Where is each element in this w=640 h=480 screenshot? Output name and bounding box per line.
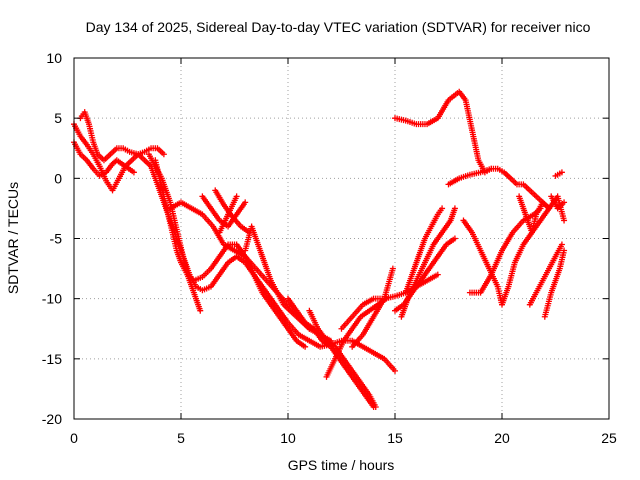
axis-ticks	[73, 57, 610, 420]
data-point	[392, 367, 398, 374]
data-series-arc-17	[398, 205, 458, 320]
data-point	[197, 307, 204, 314]
x-tick-label: 0	[70, 430, 78, 446]
data-series-arc-25	[541, 247, 568, 320]
data-point	[561, 217, 568, 224]
x-tick-label: 15	[387, 430, 403, 446]
x-tick-label: 25	[601, 430, 617, 446]
y-tick-label: -20	[42, 411, 62, 427]
data-point	[451, 235, 458, 242]
data-point	[558, 169, 565, 176]
y-tick-label: -10	[42, 291, 62, 307]
data-point	[439, 205, 446, 212]
data-series-arc-5	[152, 157, 309, 350]
data-series-arc-27	[552, 169, 565, 179]
y-tick-label: -5	[50, 231, 63, 247]
chart-title: Day 134 of 2025, Sidereal Day-to-day VTE…	[86, 19, 591, 35]
y-tick-label: 5	[54, 110, 62, 126]
data-points	[71, 88, 568, 410]
data-series-arc-15	[349, 265, 396, 350]
data-series-arc-20	[445, 165, 495, 188]
data-point	[561, 247, 568, 254]
data-series-arc-26	[548, 193, 568, 212]
y-tick-label: 10	[46, 50, 62, 66]
x-tick-label: 20	[494, 430, 510, 446]
y-axis-label: SDTVAR / TECUs	[5, 182, 21, 294]
data-series-arc-12	[306, 307, 379, 410]
x-tick-labels: 0 5 10 15 20 25	[70, 430, 617, 446]
x-axis-label: GPS time / hours	[288, 457, 395, 473]
data-point	[130, 169, 137, 176]
x-tick-label: 10	[280, 430, 296, 446]
data-point	[160, 151, 167, 158]
data-point	[389, 265, 396, 272]
data-series-arc-18	[402, 205, 446, 296]
data-point	[372, 403, 379, 410]
data-point	[558, 241, 565, 248]
data-point	[451, 205, 458, 212]
data-point	[434, 271, 441, 278]
data-point	[561, 199, 568, 206]
data-point	[488, 165, 495, 172]
data-point	[242, 199, 249, 206]
y-tick-label: 0	[54, 170, 62, 186]
data-series-arc-10	[242, 223, 313, 332]
data-point	[233, 193, 240, 200]
x-tick-label: 5	[177, 430, 185, 446]
y-tick-label: -15	[42, 351, 62, 367]
data-series-arc-9	[216, 193, 240, 236]
data-point	[302, 343, 309, 350]
y-tick-labels: -20 -15 -10 -5 0 5 10	[42, 50, 62, 427]
data-series-arc-24	[526, 241, 565, 308]
